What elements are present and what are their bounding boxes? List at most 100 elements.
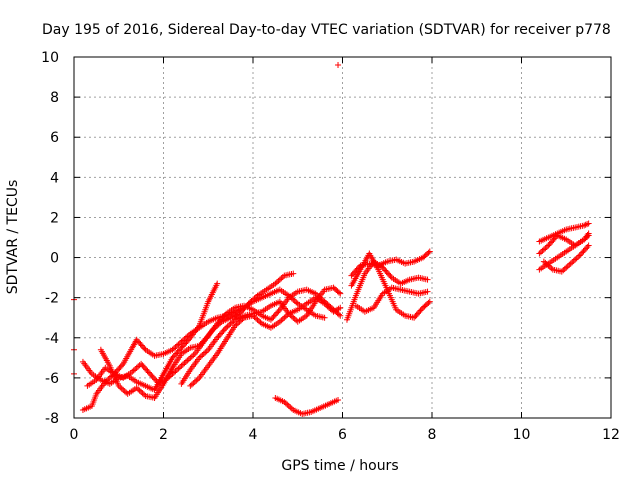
data-point [381, 266, 388, 273]
data-point [115, 366, 122, 373]
data-track-9 [348, 250, 433, 321]
data-point [255, 318, 262, 325]
data-point [188, 353, 195, 360]
data-point [181, 360, 188, 367]
data-point [335, 396, 342, 403]
data-point [412, 313, 419, 320]
data-point [115, 382, 122, 389]
data-points [71, 62, 592, 417]
y-tick-label: -8 [45, 411, 59, 427]
data-point [216, 331, 223, 338]
data-point [117, 363, 124, 370]
data-point [220, 327, 227, 334]
data-point [149, 373, 156, 380]
data-point [141, 365, 148, 372]
data-point [133, 364, 140, 371]
data-point [138, 388, 145, 395]
data-point [199, 352, 206, 359]
data-point [584, 221, 591, 228]
y-tick-label: -4 [45, 331, 59, 347]
data-point [582, 235, 589, 242]
data-point [201, 337, 208, 344]
data-point [290, 270, 297, 277]
data-point [138, 360, 145, 367]
data-point [233, 321, 240, 328]
data-point [133, 336, 140, 343]
data-point [327, 306, 334, 313]
data-point [542, 245, 549, 252]
data-point [386, 271, 393, 278]
data-point [145, 369, 152, 376]
data-point [221, 326, 228, 333]
data-point [198, 339, 205, 346]
data-point [187, 354, 194, 361]
data-point [281, 398, 288, 405]
data-point [288, 313, 295, 320]
data-point [179, 343, 186, 350]
data-point [285, 402, 292, 409]
data-point [152, 376, 159, 383]
data-point [185, 332, 192, 339]
data-point [141, 391, 148, 398]
data-point [176, 340, 183, 347]
data-point [187, 382, 194, 389]
data-point [218, 316, 225, 323]
data-point [284, 401, 291, 408]
data-point [287, 404, 294, 411]
data-point [175, 347, 182, 354]
y-tick-label: -6 [45, 371, 59, 387]
y-tick-label: 10 [41, 50, 59, 66]
data-point [139, 362, 146, 369]
data-point [257, 319, 264, 326]
data-point [337, 304, 344, 311]
data-point [413, 311, 420, 318]
data-point [203, 348, 210, 355]
data-point [585, 242, 592, 249]
x-tick-label: 2 [159, 427, 168, 443]
data-point [190, 380, 197, 387]
data-point [200, 350, 207, 357]
data-point [543, 243, 550, 250]
data-point [223, 324, 230, 331]
data-point [102, 378, 109, 385]
data-point [414, 310, 421, 317]
x-tick-label: 10 [513, 427, 531, 443]
data-point [337, 290, 344, 297]
data-point [140, 343, 147, 350]
data-point [273, 279, 280, 286]
data-point [425, 249, 432, 256]
data-point [558, 268, 565, 275]
data-point [269, 315, 276, 322]
data-point [218, 330, 225, 337]
data-point [182, 358, 189, 365]
data-point [147, 370, 154, 377]
data-point [545, 242, 552, 249]
x-axis-title: GPS time / hours [281, 458, 398, 474]
data-point [215, 333, 222, 340]
data-point [576, 252, 583, 259]
data-point [271, 312, 278, 319]
data-point [184, 357, 191, 364]
y-tick-label: -2 [45, 291, 59, 307]
y-tick-label: 2 [50, 210, 59, 226]
data-point [181, 336, 188, 343]
data-point [584, 243, 591, 250]
data-point [202, 335, 209, 342]
data-point [177, 346, 184, 353]
data-point [169, 354, 176, 361]
data-point [279, 316, 286, 323]
data-point [178, 362, 185, 369]
data-point [137, 341, 144, 348]
data-point [214, 320, 221, 327]
data-point [585, 232, 592, 239]
data-point [384, 270, 391, 277]
data-point [139, 390, 146, 397]
data-point [174, 349, 181, 356]
y-tick-label: 4 [50, 170, 59, 186]
data-point [351, 269, 358, 276]
data-point [226, 322, 233, 329]
data-point [138, 342, 145, 349]
data-point [274, 309, 281, 316]
data-point [379, 264, 386, 271]
